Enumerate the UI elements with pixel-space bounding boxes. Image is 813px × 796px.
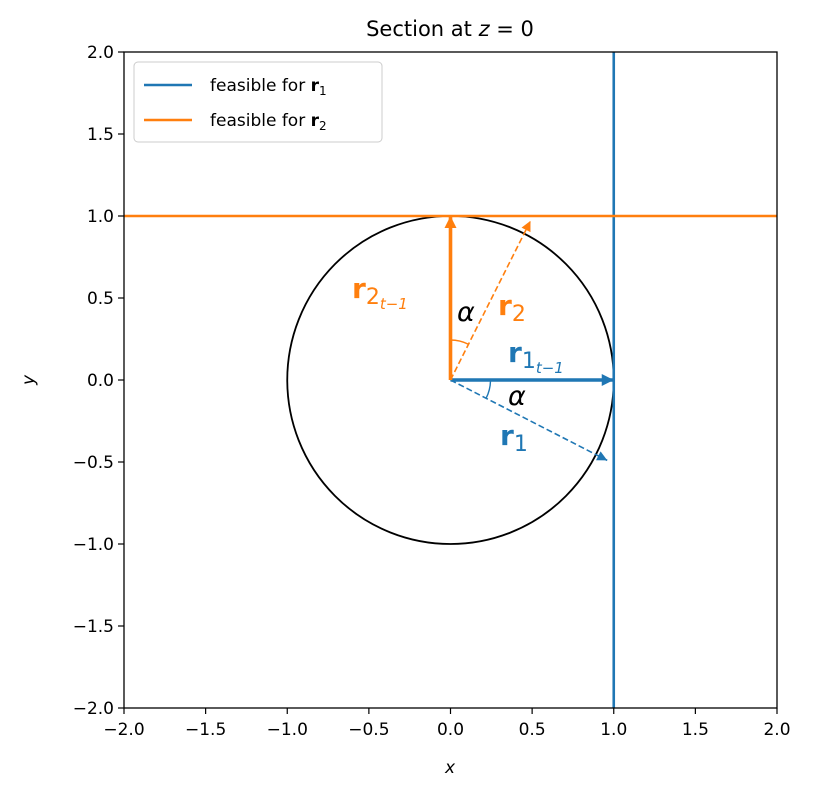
angle-label: α (508, 381, 526, 412)
chart-title: Section at z = 0 (366, 17, 534, 41)
vector-arrow (450, 379, 608, 462)
vector-label-main: r (500, 419, 514, 452)
x-tick-label: 0.0 (437, 720, 464, 740)
x-tick-label: −1.5 (185, 720, 226, 740)
legend-bold: r (311, 111, 320, 131)
vector-label-main: r (352, 272, 366, 305)
legend-sub: 2 (319, 119, 327, 133)
y-tick-label: −1.5 (73, 617, 114, 637)
legend-text: feasible for (210, 111, 311, 131)
angle-label: α (457, 297, 475, 328)
x-tick-label: 1.0 (600, 720, 627, 740)
angle-arc (450, 339, 469, 345)
vector-arrow (449, 220, 532, 381)
x-tick-label: −2.0 (103, 720, 144, 740)
vector-label-sub: 2 (366, 285, 380, 310)
y-tick-label: 0.0 (87, 371, 114, 391)
vector-label: r1t−1 (508, 336, 564, 377)
vector-label: r2t−1 (352, 272, 408, 313)
legend-label: feasible for r1 (210, 76, 327, 98)
x-tick-label: 0.5 (519, 720, 546, 740)
y-tick-label: −0.5 (73, 453, 114, 473)
x-tick-label: 2.0 (763, 720, 790, 740)
title-rest: = 0 (490, 17, 534, 41)
vector-label: r2 (498, 289, 526, 327)
angle-arc (485, 379, 492, 399)
title-text: Section at (366, 17, 478, 41)
title-var: z (478, 17, 491, 41)
vector-label-sub: 2 (512, 302, 526, 327)
y-tick-label: −2.0 (73, 699, 114, 719)
x-tick-label: 1.5 (682, 720, 709, 740)
axes-frame (123, 51, 778, 709)
vector-label-main: r (498, 289, 512, 322)
legend-text: feasible for (210, 76, 311, 96)
y-tick-label: 0.5 (87, 289, 114, 309)
y-tick-label: 2.0 (87, 43, 114, 63)
x-tick-label: −0.5 (348, 720, 389, 740)
y-axis-label: y (19, 374, 39, 386)
vector-label-subsub: t−1 (380, 295, 408, 313)
x-tick-label: −1.0 (267, 720, 308, 740)
vector-label-main: r (508, 336, 522, 369)
vector-label-sub: 1 (514, 432, 528, 457)
vector-label-subsub: t−1 (536, 359, 564, 377)
vector-label: r1 (500, 419, 528, 457)
y-tick-label: 1.0 (87, 207, 114, 227)
y-tick-label: 1.5 (87, 125, 114, 145)
legend-label: feasible for r2 (210, 111, 327, 133)
x-axis-label: x (444, 758, 456, 778)
vector-label-sub: 1 (522, 349, 536, 374)
legend-box (133, 61, 383, 143)
y-tick-label: −1.0 (73, 535, 114, 555)
legend-sub: 1 (319, 84, 327, 98)
legend-bold: r (311, 76, 320, 96)
